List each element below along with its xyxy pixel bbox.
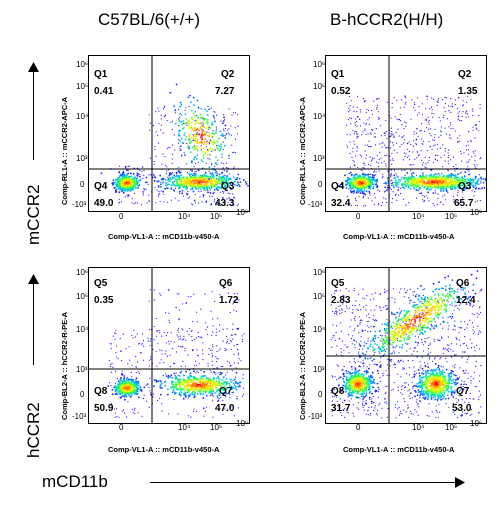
flow-plot-panel: Q5 0.35 Q6 1.72 Q7 47.0 Q8 50.9 xyxy=(88,267,250,424)
quadrant-label: Q6 xyxy=(456,278,470,289)
column-title-wildtype: C57BL/6(+/+) xyxy=(98,10,201,29)
x-tick: 10⁵ xyxy=(210,423,223,432)
quadrant-label: Q7 xyxy=(456,386,470,397)
y-tick: 10⁵ xyxy=(313,292,326,301)
y-axis-label: Comp-BL2-A :: hCCR2-R-PE-A xyxy=(298,311,307,420)
quadrant-label: Q8 xyxy=(331,386,345,397)
quadrant-value: 1.72 xyxy=(219,295,239,306)
quadrant-value: 43.3 xyxy=(215,198,235,209)
x-arrow xyxy=(150,482,455,483)
y-tick: -10³ xyxy=(72,412,87,421)
row-label-hccr2: hCCR2 xyxy=(24,402,43,458)
y-tick: -10³ xyxy=(308,200,323,209)
x-axis-label: Comp-VL1-A :: mCD11b-v450-A xyxy=(343,445,455,454)
y-tick: -10³ xyxy=(72,200,87,209)
scatter-density xyxy=(89,268,249,423)
row-arrowhead-hccr2 xyxy=(28,274,39,284)
quadrant-label: Q4 xyxy=(331,181,345,192)
scatter-density xyxy=(89,56,249,211)
quadrant-value: 0.52 xyxy=(331,86,351,97)
scatter-density xyxy=(326,268,486,423)
y-tick: 10⁶ xyxy=(313,60,326,69)
scatter-density xyxy=(326,56,486,211)
flow-plot-panel: Q1 0.52 Q2 1.35 Q3 65.7 Q4 32.4 xyxy=(325,55,487,212)
x-tick: 10⁶ xyxy=(236,419,249,428)
y-tick: 0 xyxy=(318,180,323,189)
row-arrow-mccr2 xyxy=(33,68,34,160)
y-tick: 10³ xyxy=(76,365,88,374)
flow-plot-panel: Q5 2.83 Q6 12.4 Q7 53.0 Q8 31.7 xyxy=(325,267,487,424)
y-tick: 0 xyxy=(318,390,323,399)
row-label-mccr2: mCCR2 xyxy=(24,184,43,245)
quadrant-value: 0.35 xyxy=(94,295,114,306)
quadrant-label: Q1 xyxy=(331,69,345,80)
y-tick: 10⁵ xyxy=(76,82,89,91)
x-tick: 0 xyxy=(356,423,361,432)
quadrant-value: 7.27 xyxy=(215,86,235,97)
y-axis-label: Comp-BL2-A :: hCCR2-R-PE-A xyxy=(60,311,69,420)
y-tick: -10³ xyxy=(308,412,323,421)
quadrant-label: Q6 xyxy=(219,278,233,289)
quadrant-label: Q3 xyxy=(458,181,472,192)
quadrant-label: Q4 xyxy=(94,181,108,192)
y-tick: 10⁶ xyxy=(76,60,89,69)
y-axis-label: Comp-RL1-A :: mCCR2-APC-A xyxy=(60,96,69,205)
quadrant-label: Q5 xyxy=(331,278,345,289)
quadrant-value: 49.0 xyxy=(94,198,114,209)
quadrant-value: 53.0 xyxy=(452,403,472,414)
quadrant-label: Q2 xyxy=(221,69,235,80)
quadrant-label: Q8 xyxy=(94,386,108,397)
x-tick: 10⁴ xyxy=(412,423,425,432)
y-tick: 10³ xyxy=(313,154,325,163)
quadrant-value: 32.4 xyxy=(331,198,351,209)
quadrant-value: 31.7 xyxy=(331,403,351,414)
x-tick: 0 xyxy=(356,212,361,221)
quadrant-value: 1.35 xyxy=(458,86,478,97)
quadrant-value: 50.9 xyxy=(94,403,114,414)
x-tick: 10⁴ xyxy=(412,212,425,221)
quadrant-value: 0.41 xyxy=(94,86,114,97)
x-tick: 0 xyxy=(119,212,124,221)
x-tick: 10⁶ xyxy=(470,419,483,428)
quadrant-label: Q5 xyxy=(94,278,108,289)
x-axis-label: Comp-VL1-A :: mCD11b-v450-A xyxy=(108,232,220,241)
y-tick: 10⁶ xyxy=(76,268,89,277)
y-tick: 10⁴ xyxy=(313,112,326,121)
x-axis-label: Comp-VL1-A :: mCD11b-v450-A xyxy=(108,445,220,454)
column-title-humanized: B-hCCR2(H/H) xyxy=(330,10,444,29)
quadrant-label: Q1 xyxy=(94,69,108,80)
x-axis-label: Comp-VL1-A :: mCD11b-v450-A xyxy=(343,232,455,241)
y-tick: 10⁴ xyxy=(76,112,89,121)
quadrant-value: 47.0 xyxy=(215,403,235,414)
y-tick: 0 xyxy=(80,180,85,189)
x-tick: 10⁴ xyxy=(178,212,191,221)
y-tick: 10⁵ xyxy=(313,82,326,91)
quadrant-value: 2.83 xyxy=(331,295,351,306)
y-tick: 10³ xyxy=(313,365,325,374)
y-tick: 10⁵ xyxy=(76,292,89,301)
quadrant-label: Q7 xyxy=(219,386,233,397)
y-tick: 0 xyxy=(80,390,85,399)
x-tick: 10⁵ xyxy=(210,212,223,221)
x-tick: 10⁴ xyxy=(178,423,191,432)
y-tick: 10⁴ xyxy=(313,325,326,334)
x-arrowhead xyxy=(455,477,465,488)
x-tick: 10⁶ xyxy=(236,208,249,217)
quadrant-label: Q2 xyxy=(458,69,472,80)
row-arrow-hccr2 xyxy=(33,280,34,365)
quadrant-value: 65.7 xyxy=(454,198,474,209)
flow-plot-panel: Q1 0.41 Q2 7.27 Q3 43.3 Q4 49.0 xyxy=(88,55,250,212)
row-arrowhead-mccr2 xyxy=(28,62,39,72)
quadrant-value: 12.4 xyxy=(456,295,476,306)
y-axis-label: Comp-RL1-A :: mCCR2-APC-A xyxy=(298,96,307,205)
x-tick: 10⁵ xyxy=(445,212,458,221)
quadrant-label: Q3 xyxy=(221,181,235,192)
x-tick: 10⁶ xyxy=(470,208,483,217)
y-tick: 10⁶ xyxy=(313,268,326,277)
x-tick: 10⁵ xyxy=(445,423,458,432)
y-tick: 10³ xyxy=(76,154,88,163)
x-tick: 0 xyxy=(119,423,124,432)
x-axis-title: mCD11b xyxy=(42,472,108,491)
y-tick: 10⁴ xyxy=(76,325,89,334)
